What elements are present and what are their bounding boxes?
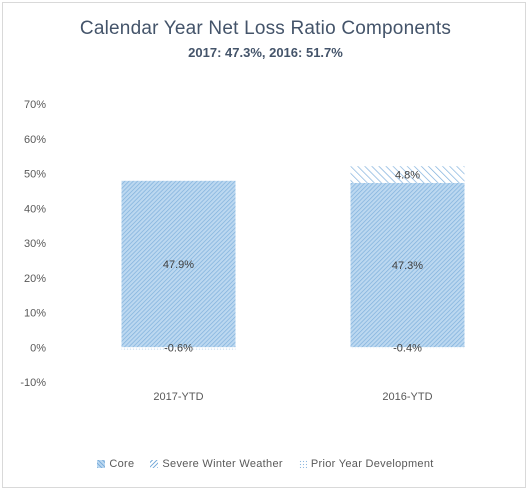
- bar-core: [121, 180, 236, 348]
- y-tick-label: -10%: [20, 377, 46, 389]
- y-tick-label: 20%: [24, 273, 46, 285]
- data-label: -0.4%: [393, 342, 422, 354]
- bar-severe-winter-weather: [350, 166, 465, 183]
- data-label: 47.3%: [392, 260, 423, 272]
- y-tick-label: 50%: [24, 169, 46, 181]
- y-tick-label: 60%: [24, 134, 46, 146]
- legend-label: Prior Year Development: [310, 458, 434, 470]
- data-label: 4.8%: [395, 170, 420, 182]
- x-tick-label: 2016-YTD: [382, 391, 432, 403]
- bar-prior-year-development: [121, 347, 236, 350]
- chart-title: Calendar Year Net Loss Ratio Components: [79, 18, 452, 39]
- legend-item: Prior Year Development: [298, 458, 434, 470]
- data-label: 47.9%: [163, 259, 194, 271]
- bar-prior-year-development: [350, 347, 465, 349]
- bar-core: [350, 182, 465, 348]
- legend-label: Core: [109, 458, 135, 470]
- x-tick-label: 2017-YTD: [153, 391, 203, 403]
- y-tick-label: 70%: [24, 99, 46, 111]
- chart-subtitle: 2017: 47.3%, 2016: 51.7%: [188, 45, 343, 60]
- legend-swatch: [150, 460, 159, 468]
- y-tick-label: 10%: [24, 308, 46, 320]
- legend-item: Core: [97, 458, 134, 470]
- y-tick-label: 0%: [30, 342, 46, 354]
- legend-item: Severe Winter Weather: [150, 458, 283, 470]
- y-tick-label: 30%: [24, 238, 46, 250]
- legend-swatch: [97, 460, 106, 468]
- data-label: -0.6%: [164, 342, 193, 354]
- legend: Core Severe Winter Weather Prior Year Deve…: [0, 458, 531, 470]
- legend-label: Severe Winter Weather: [162, 458, 283, 470]
- legend-swatch: [298, 460, 307, 468]
- y-tick-label: 40%: [24, 203, 46, 215]
